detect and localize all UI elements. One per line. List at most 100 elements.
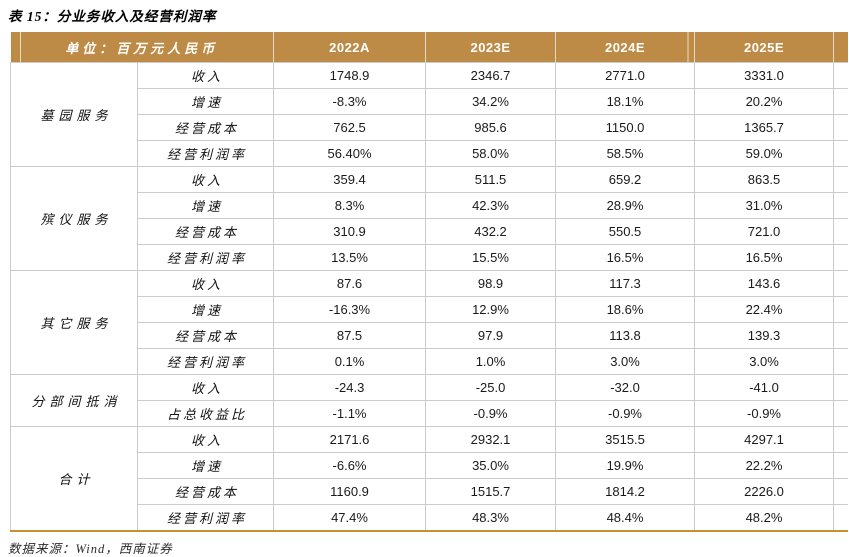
value-cell: -41.0	[694, 374, 835, 401]
value-cell: 13.5%	[273, 244, 427, 271]
value-cell: 310.9	[273, 218, 427, 245]
value-cell: 985.6	[425, 114, 557, 141]
value-cell: 143.6	[694, 270, 835, 297]
value-cell: 42.3%	[425, 192, 557, 219]
row-edge-spacer	[833, 114, 848, 141]
metric-label-cell: 收入	[136, 426, 275, 453]
row-edge-spacer	[833, 88, 848, 115]
group-name-cell: 合计	[10, 426, 138, 532]
value-cell: 762.5	[273, 114, 427, 141]
value-cell: 8.3%	[273, 192, 427, 219]
year-header-2024E: 2024E	[555, 32, 695, 63]
value-cell: 87.5	[273, 322, 427, 349]
value-cell: 48.3%	[425, 504, 557, 532]
row-edge-spacer	[833, 374, 848, 401]
value-cell: -16.3%	[273, 296, 427, 323]
table-title: 表 15：分业务收入及经营利润率	[8, 9, 217, 24]
value-cell: 58.0%	[425, 140, 557, 167]
value-cell: -0.9%	[425, 400, 557, 427]
value-cell: 117.3	[555, 270, 696, 297]
table-row: 分部间抵消 收入 -24.3 -25.0 -32.0 -41.0	[10, 374, 848, 427]
table-row: 经营利润率 56.40% 58.0% 58.5% 59.0%	[11, 140, 848, 167]
row-edge-spacer	[833, 296, 848, 323]
table-row: 增速 8.3% 42.3% 28.9% 31.0%	[11, 192, 848, 219]
group-name-cell: 其它服务	[10, 270, 138, 375]
value-cell: 1748.9	[273, 62, 427, 89]
value-cell: 48.2%	[694, 504, 835, 532]
metric-label-cell: 经营利润率	[136, 244, 275, 271]
value-cell: -8.3%	[273, 88, 427, 115]
value-cell: 16.5%	[555, 244, 696, 271]
value-cell: -1.1%	[273, 400, 427, 427]
value-cell: -6.6%	[273, 452, 427, 479]
table-row: 殡仪服务 收入 359.4 511.5 659.2 863.5	[10, 166, 848, 271]
row-edge-spacer	[833, 452, 848, 479]
value-cell: 19.9%	[555, 452, 696, 479]
value-cell: 139.3	[694, 322, 835, 349]
table-row: 墓园服务 收入 1748.9 2346.7 2771.0 3331.0	[10, 62, 848, 167]
table-row: 增速 -16.3% 12.9% 18.6% 22.4%	[11, 296, 848, 323]
value-cell: 863.5	[694, 166, 835, 193]
metric-label-cell: 经营成本	[136, 114, 275, 141]
value-cell: 432.2	[425, 218, 557, 245]
value-cell: 12.9%	[425, 296, 557, 323]
value-cell: 1515.7	[425, 478, 557, 505]
metric-label-cell: 收入	[136, 166, 275, 193]
metric-label-cell: 经营成本	[136, 478, 275, 505]
table-row: 其它服务 收入 87.6 98.9 117.3 143.6	[10, 270, 848, 375]
metric-label-cell: 收入	[136, 62, 275, 89]
group-name-cell: 殡仪服务	[10, 166, 138, 271]
value-cell: -24.3	[273, 374, 427, 401]
table-row: 经营利润率 0.1% 1.0% 3.0% 3.0%	[11, 348, 848, 375]
value-cell: 3.0%	[694, 348, 835, 375]
value-cell: 1814.2	[555, 478, 696, 505]
value-cell: 31.0%	[694, 192, 835, 219]
value-cell: 4297.1	[694, 426, 835, 453]
value-cell: 34.2%	[425, 88, 557, 115]
value-cell: 511.5	[425, 166, 557, 193]
metric-label-cell: 增速	[136, 88, 275, 115]
value-cell: 1365.7	[694, 114, 835, 141]
metric-label-cell: 收入	[136, 374, 275, 401]
value-cell: 87.6	[273, 270, 427, 297]
value-cell: 47.4%	[273, 504, 427, 532]
value-cell: 22.4%	[694, 296, 835, 323]
row-edge-spacer	[833, 62, 848, 89]
metric-label-cell: 增速	[136, 192, 275, 219]
row-edge-spacer	[833, 166, 848, 193]
segment-revenue-table: 单位：百万元人民币 2022A 2023E 2024E 2025E 墓园服务 收入 174…	[10, 32, 848, 532]
value-cell: 113.8	[555, 322, 696, 349]
value-cell: 1.0%	[425, 348, 557, 375]
row-edge-spacer	[833, 140, 848, 167]
value-cell: 2346.7	[425, 62, 557, 89]
metric-label-cell: 增速	[136, 452, 275, 479]
value-cell: 359.4	[273, 166, 427, 193]
row-edge-spacer	[833, 192, 848, 219]
value-cell: 98.9	[425, 270, 557, 297]
row-edge-spacer	[833, 244, 848, 271]
value-cell: 721.0	[694, 218, 835, 245]
metric-label-cell: 经营成本	[136, 322, 275, 349]
metric-label-cell: 经营成本	[136, 218, 275, 245]
table-row: 增速 -6.6% 35.0% 19.9% 22.2%	[11, 452, 848, 479]
value-cell: 2171.6	[273, 426, 427, 453]
source-note: 数据来源：Wind，西南证券	[8, 542, 173, 556]
metric-label-cell: 收入	[136, 270, 275, 297]
value-cell: 2226.0	[694, 478, 835, 505]
value-cell: 22.2%	[694, 452, 835, 479]
value-cell: -25.0	[425, 374, 557, 401]
value-cell: 3.0%	[555, 348, 696, 375]
value-cell: 3331.0	[694, 62, 835, 89]
row-edge-spacer	[833, 322, 848, 349]
table-row: 经营成本 762.5 985.6 1150.0 1365.7	[11, 114, 848, 141]
row-edge-spacer	[833, 400, 848, 427]
table-row: 经营成本 87.5 97.9 113.8 139.3	[11, 322, 848, 349]
value-cell: -0.9%	[694, 400, 835, 427]
table-row: 占总收益比 -1.1% -0.9% -0.9% -0.9%	[11, 400, 848, 427]
value-cell: 18.1%	[555, 88, 696, 115]
year-header-2023E: 2023E	[425, 32, 556, 63]
metric-label-cell: 占总收益比	[136, 400, 275, 427]
group-name-cell: 分部间抵消	[10, 374, 138, 427]
table-row: 经营成本 1160.9 1515.7 1814.2 2226.0	[11, 478, 848, 505]
row-edge-spacer	[833, 478, 848, 505]
